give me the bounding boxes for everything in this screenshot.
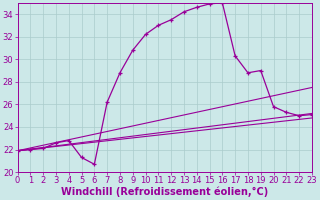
X-axis label: Windchill (Refroidissement éolien,°C): Windchill (Refroidissement éolien,°C) [61, 187, 268, 197]
